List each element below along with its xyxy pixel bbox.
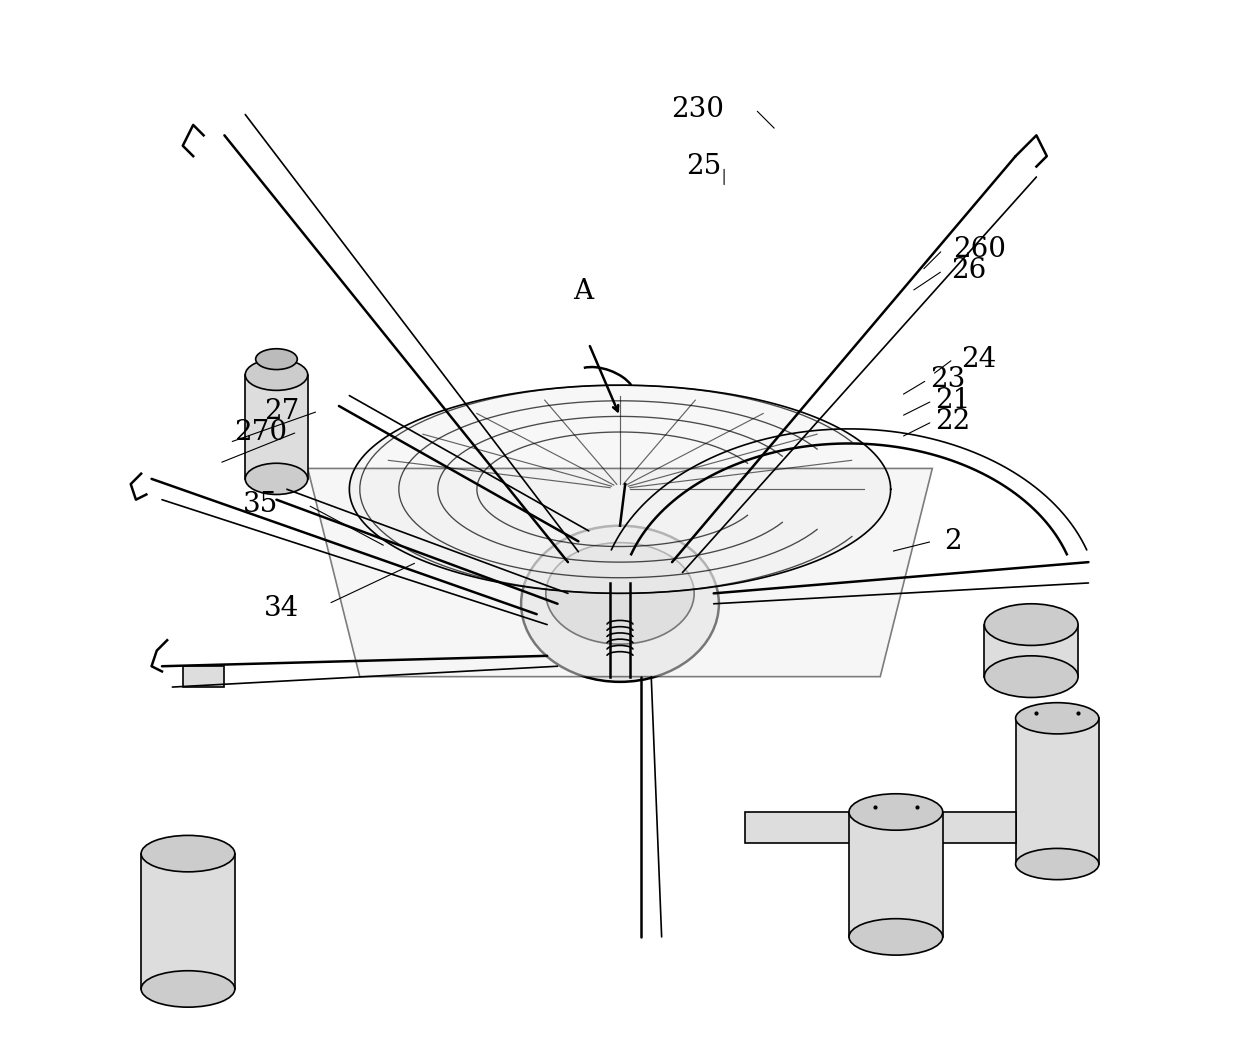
Text: 24: 24 (961, 346, 997, 373)
Polygon shape (350, 385, 890, 593)
Ellipse shape (521, 526, 719, 682)
Ellipse shape (849, 793, 942, 831)
Ellipse shape (255, 349, 298, 370)
Ellipse shape (141, 970, 234, 1008)
Bar (985, 625, 1078, 677)
Ellipse shape (1016, 848, 1099, 880)
Text: 230: 230 (672, 96, 724, 123)
Text: 260: 260 (952, 236, 1006, 263)
Text: 34: 34 (264, 595, 299, 623)
Text: 21: 21 (935, 387, 971, 414)
Ellipse shape (985, 604, 1078, 645)
Bar (246, 375, 308, 479)
Text: 26: 26 (951, 257, 986, 284)
Ellipse shape (246, 463, 308, 494)
Text: A: A (574, 278, 594, 305)
Bar (141, 854, 234, 989)
Polygon shape (308, 468, 932, 677)
Bar (849, 812, 942, 937)
Text: 35: 35 (243, 491, 279, 518)
Text: 23: 23 (930, 366, 966, 393)
Polygon shape (182, 666, 224, 687)
Ellipse shape (849, 918, 942, 956)
Text: 27: 27 (264, 398, 299, 425)
Polygon shape (745, 812, 1016, 843)
Ellipse shape (246, 359, 308, 390)
Ellipse shape (985, 656, 1078, 697)
Ellipse shape (141, 835, 234, 872)
Text: 25: 25 (686, 153, 720, 180)
Text: 2: 2 (945, 528, 962, 555)
Text: 270: 270 (234, 418, 288, 446)
Ellipse shape (1016, 703, 1099, 734)
Ellipse shape (546, 542, 694, 644)
Text: 22: 22 (935, 408, 971, 435)
Bar (1016, 718, 1099, 864)
